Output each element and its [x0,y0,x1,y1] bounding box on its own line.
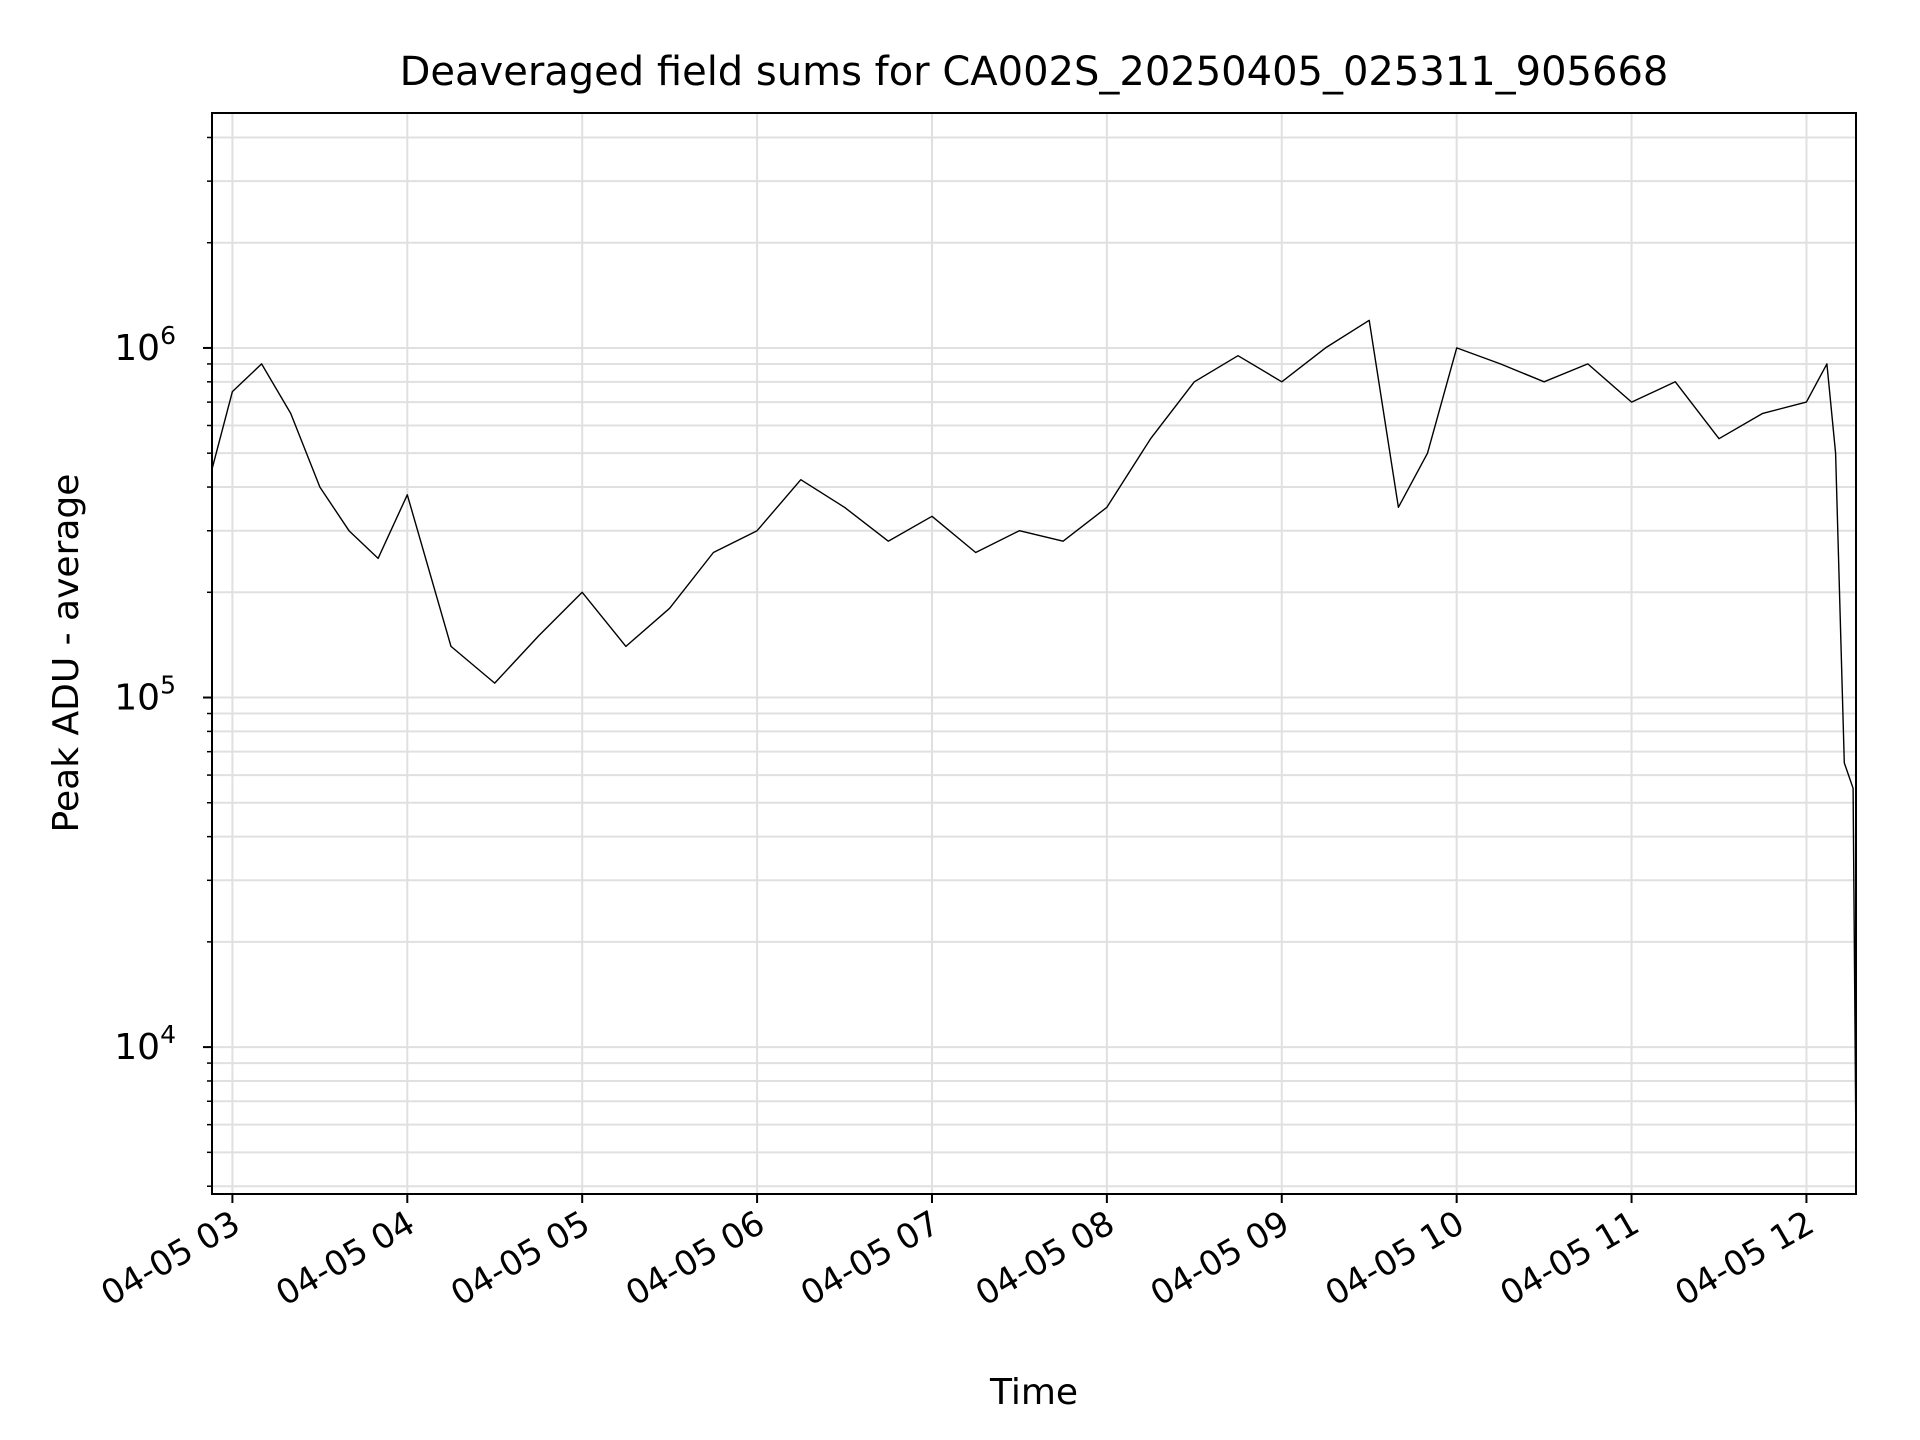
grid [212,113,1856,1194]
y-tick-label: 106 [114,321,176,369]
chart-title: Deaveraged field sums for CA002S_2025040… [400,49,1669,95]
x-axis-label: Time [989,1372,1078,1413]
series-layer [211,319,1857,1153]
plot-frame [211,112,1857,1195]
y-tick-label: 104 [114,1020,176,1068]
y-tick-label: 105 [114,671,176,719]
y-axis-label: Peak ADU - average [46,474,87,833]
series-line [211,319,1857,1153]
